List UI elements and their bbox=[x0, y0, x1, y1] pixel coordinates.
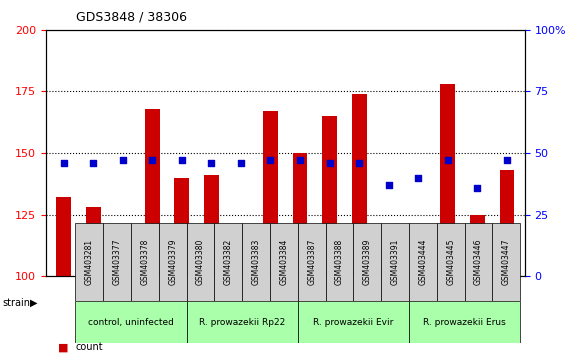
Bar bbox=[56, 198, 71, 276]
Bar bbox=[174, 178, 189, 276]
Bar bbox=[86, 207, 101, 276]
Text: GSM403382: GSM403382 bbox=[224, 239, 233, 285]
Point bbox=[177, 158, 187, 163]
Point bbox=[236, 160, 246, 166]
Point bbox=[502, 158, 511, 163]
Text: R. prowazekii Erus: R. prowazekii Erus bbox=[423, 318, 506, 327]
Bar bbox=[204, 175, 219, 276]
Text: R. prowazekii Evir: R. prowazekii Evir bbox=[313, 318, 393, 327]
Bar bbox=[293, 153, 307, 276]
FancyBboxPatch shape bbox=[465, 223, 492, 301]
Text: GSM403444: GSM403444 bbox=[418, 239, 428, 285]
Point bbox=[354, 160, 364, 166]
FancyBboxPatch shape bbox=[297, 301, 409, 343]
FancyBboxPatch shape bbox=[76, 223, 103, 301]
Text: GSM403383: GSM403383 bbox=[252, 239, 260, 285]
Text: GSM403378: GSM403378 bbox=[141, 239, 149, 285]
Bar bbox=[263, 111, 278, 276]
Text: ▶: ▶ bbox=[30, 298, 38, 308]
Text: GSM403384: GSM403384 bbox=[279, 239, 288, 285]
Bar bbox=[145, 109, 160, 276]
Text: GSM403389: GSM403389 bbox=[363, 239, 372, 285]
FancyBboxPatch shape bbox=[242, 223, 270, 301]
Point bbox=[207, 160, 216, 166]
Point bbox=[88, 160, 98, 166]
Bar bbox=[500, 170, 514, 276]
FancyBboxPatch shape bbox=[437, 223, 465, 301]
FancyBboxPatch shape bbox=[76, 301, 187, 343]
FancyBboxPatch shape bbox=[103, 223, 131, 301]
Point bbox=[295, 158, 304, 163]
FancyBboxPatch shape bbox=[353, 223, 381, 301]
FancyBboxPatch shape bbox=[159, 223, 187, 301]
Text: GSM403388: GSM403388 bbox=[335, 239, 344, 285]
Text: ■: ■ bbox=[58, 342, 69, 352]
Point bbox=[266, 158, 275, 163]
Text: GSM403379: GSM403379 bbox=[168, 239, 177, 285]
Text: count: count bbox=[76, 342, 103, 352]
Text: GSM403380: GSM403380 bbox=[196, 239, 205, 285]
Point bbox=[473, 185, 482, 190]
Point bbox=[148, 158, 157, 163]
Text: GDS3848 / 38306: GDS3848 / 38306 bbox=[76, 11, 187, 24]
FancyBboxPatch shape bbox=[187, 301, 297, 343]
Bar bbox=[411, 232, 426, 276]
FancyBboxPatch shape bbox=[492, 223, 520, 301]
Bar bbox=[234, 224, 248, 276]
Text: R. prowazekii Rp22: R. prowazekii Rp22 bbox=[199, 318, 285, 327]
Point bbox=[325, 160, 334, 166]
Point bbox=[384, 182, 393, 188]
Text: GSM403447: GSM403447 bbox=[502, 239, 511, 285]
FancyBboxPatch shape bbox=[409, 223, 437, 301]
Text: GSM403391: GSM403391 bbox=[390, 239, 400, 285]
Text: strain: strain bbox=[3, 298, 31, 308]
Text: control, uninfected: control, uninfected bbox=[88, 318, 174, 327]
FancyBboxPatch shape bbox=[270, 223, 297, 301]
Point bbox=[59, 160, 68, 166]
FancyBboxPatch shape bbox=[381, 223, 409, 301]
FancyBboxPatch shape bbox=[131, 223, 159, 301]
Bar bbox=[322, 116, 337, 276]
FancyBboxPatch shape bbox=[409, 301, 520, 343]
Bar bbox=[381, 269, 396, 276]
Point bbox=[118, 158, 127, 163]
Point bbox=[443, 158, 453, 163]
Text: GSM403377: GSM403377 bbox=[113, 239, 121, 285]
Bar bbox=[440, 84, 455, 276]
Text: GSM403387: GSM403387 bbox=[307, 239, 316, 285]
Bar bbox=[352, 94, 367, 276]
FancyBboxPatch shape bbox=[214, 223, 242, 301]
Text: GSM403446: GSM403446 bbox=[474, 239, 483, 285]
FancyBboxPatch shape bbox=[325, 223, 353, 301]
Point bbox=[414, 175, 423, 181]
Text: GSM403445: GSM403445 bbox=[446, 239, 455, 285]
FancyBboxPatch shape bbox=[297, 223, 325, 301]
Text: GSM403281: GSM403281 bbox=[85, 239, 94, 285]
Bar bbox=[115, 244, 130, 276]
Bar bbox=[470, 215, 485, 276]
FancyBboxPatch shape bbox=[187, 223, 214, 301]
